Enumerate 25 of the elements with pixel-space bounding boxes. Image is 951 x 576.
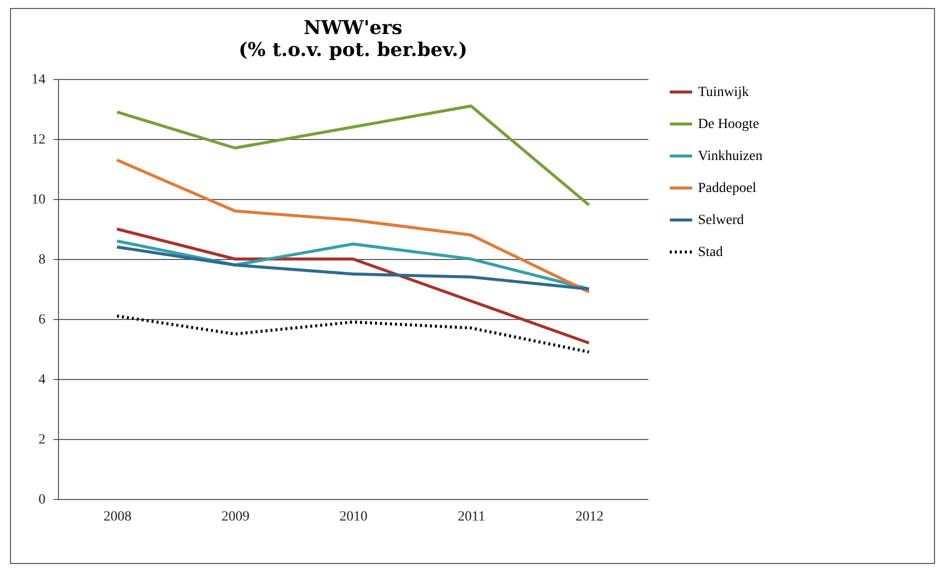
legend-label: Selwerd: [698, 213, 744, 228]
y-tick-label: 2: [38, 432, 46, 448]
x-tick-label: 2008: [104, 510, 132, 524]
line-series: [116, 158, 590, 294]
legend-label: De Hoogte: [698, 117, 760, 132]
x-tick-label: 2009: [222, 510, 250, 524]
x-tick-label: 2010: [340, 510, 368, 524]
chart-title: NWW'ers: [304, 17, 402, 39]
line-series: [116, 314, 590, 354]
y-tick-label: 6: [38, 312, 46, 328]
legend-label: Vinkhuizen: [698, 149, 762, 164]
chart-subtitle: (% t.o.v. pot. ber.bev.): [238, 39, 468, 61]
x-tick-label: 2011: [458, 510, 486, 524]
y-tick-label: 10: [32, 192, 46, 208]
y-tick-label: 8: [38, 252, 46, 268]
y-tick-label: 14: [32, 72, 46, 88]
y-tick-label: 12: [32, 132, 46, 148]
legend-label: Stad: [698, 245, 723, 260]
y-tick-label: 4: [38, 372, 46, 388]
legend-label: Paddepoel: [698, 181, 756, 196]
line-series: [116, 228, 590, 344]
line-series: [116, 104, 590, 206]
legend-label: Tuinwijk: [698, 85, 749, 100]
x-tick-label: 2012: [576, 510, 604, 524]
y-tick-label: 0: [38, 492, 46, 508]
